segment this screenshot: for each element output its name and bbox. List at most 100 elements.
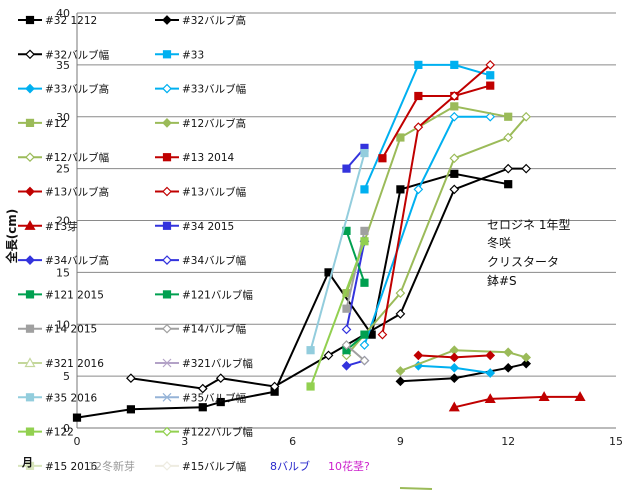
series-line bbox=[454, 395, 581, 409]
data-point bbox=[504, 112, 513, 121]
legend-label: #34 2015 bbox=[182, 221, 234, 233]
legend-label: #122バルブ幅 bbox=[182, 426, 253, 439]
data-point bbox=[414, 91, 423, 101]
y-tick-label: 5 bbox=[63, 370, 70, 383]
legend-item: #14バルブ幅 bbox=[155, 323, 246, 336]
legend-marker bbox=[162, 15, 172, 25]
series-line bbox=[309, 240, 366, 387]
legend-item: #34バルブ高 bbox=[18, 254, 109, 267]
legend-label: #14バルブ幅 bbox=[182, 323, 246, 336]
legend-item: #13 2014 bbox=[155, 152, 235, 164]
legend-marker bbox=[162, 323, 172, 334]
legend-label: #32 1212 bbox=[45, 15, 97, 27]
series-line bbox=[363, 63, 491, 190]
data-point bbox=[126, 373, 136, 384]
legend-item: #321 2016 bbox=[18, 357, 104, 370]
legend-marker bbox=[25, 15, 35, 25]
data-point bbox=[484, 393, 496, 404]
data-point bbox=[341, 340, 352, 350]
legend-marker bbox=[162, 461, 172, 471]
legend-item: #121 2015 bbox=[18, 289, 104, 301]
data-point bbox=[521, 111, 532, 122]
data-point bbox=[342, 164, 351, 173]
legend-marker bbox=[162, 186, 172, 197]
data-point bbox=[413, 350, 424, 361]
data-point bbox=[485, 350, 496, 361]
data-point bbox=[395, 376, 406, 387]
data-point bbox=[395, 288, 406, 298]
x-tick-label: 3 bbox=[181, 435, 188, 448]
series-13 bbox=[377, 60, 496, 340]
legend-item: #14 2015 bbox=[18, 324, 97, 336]
legend-marker bbox=[162, 290, 172, 299]
legend-label: #35バルブ幅 bbox=[182, 391, 246, 404]
legend-marker bbox=[162, 358, 172, 368]
legend-item: #15バルブ幅 bbox=[155, 460, 246, 473]
data-point bbox=[504, 180, 513, 189]
data-point bbox=[485, 60, 496, 70]
legend-marker bbox=[162, 255, 172, 265]
data-point bbox=[396, 133, 405, 142]
data-point bbox=[306, 382, 315, 391]
data-point bbox=[360, 278, 369, 287]
note-bulb: 8バルブ bbox=[270, 459, 310, 473]
cut-off-legend-line bbox=[399, 487, 433, 490]
data-point bbox=[521, 352, 532, 363]
series-33 bbox=[360, 60, 495, 194]
data-point bbox=[486, 71, 495, 80]
plot-area bbox=[72, 60, 586, 422]
annotation-line-3: クリスタータ bbox=[487, 255, 559, 269]
chart-annotation: セロジネ 1年型 冬咲 クリスタータ 鉢#S bbox=[487, 218, 570, 288]
x-tick-label: 0 bbox=[74, 435, 81, 448]
data-point bbox=[359, 340, 370, 350]
legend-label: #13バルブ高 bbox=[45, 186, 109, 199]
legend-marker bbox=[25, 427, 35, 436]
y-tick-label: 25 bbox=[56, 163, 70, 176]
data-point bbox=[126, 405, 136, 414]
series-32-1212 bbox=[72, 169, 513, 422]
legend-marker bbox=[162, 50, 172, 59]
legend-item: #35 2016 bbox=[18, 392, 98, 404]
annotation-line-4: 鉢#S bbox=[487, 274, 517, 288]
legend-item: #33 bbox=[155, 49, 204, 61]
legend-marker bbox=[162, 83, 172, 94]
data-point bbox=[360, 330, 369, 339]
legend-marker bbox=[25, 461, 35, 470]
data-point bbox=[395, 309, 406, 319]
legend-marker bbox=[162, 221, 172, 230]
series-12 bbox=[341, 111, 532, 361]
legend-item: #121バルブ幅 bbox=[155, 288, 253, 301]
data-point bbox=[503, 163, 514, 174]
legend-label: #321 2016 bbox=[45, 358, 104, 370]
legend-label: #35 2016 bbox=[45, 392, 98, 404]
legend-marker bbox=[25, 290, 35, 299]
series-line bbox=[345, 241, 366, 330]
tick-labels: 0 5 10 15 20 25 30 35 40 0 3 6 9 12 15 bbox=[56, 7, 623, 448]
data-point bbox=[342, 304, 351, 313]
data-point bbox=[215, 373, 226, 384]
data-point bbox=[503, 132, 514, 143]
data-point bbox=[395, 366, 406, 376]
data-point bbox=[360, 226, 369, 235]
annotation-line-1: セロジネ 1年型 bbox=[487, 218, 570, 232]
legend-item: #122バルブ幅 bbox=[155, 426, 253, 439]
legend-label: #321バルブ幅 bbox=[182, 357, 253, 370]
legend-item: #15 2016 bbox=[18, 461, 98, 473]
bottom-notes: 12冬新芽 8バルブ 10花茎? bbox=[88, 459, 370, 473]
legend-marker bbox=[24, 357, 36, 368]
series-line bbox=[400, 362, 527, 383]
legend-item: #33バルブ幅 bbox=[155, 83, 246, 96]
series-line bbox=[345, 344, 366, 362]
series-122 bbox=[306, 237, 369, 391]
data-point bbox=[413, 184, 424, 195]
y-tick-label: 35 bbox=[56, 59, 70, 72]
series-13 bbox=[448, 391, 586, 412]
data-point bbox=[449, 362, 460, 373]
legend-item: #12バルブ高 bbox=[155, 117, 246, 130]
legend-item: #12 bbox=[18, 118, 67, 130]
series-33 bbox=[413, 360, 496, 378]
legend-marker bbox=[25, 49, 35, 60]
data-point bbox=[396, 185, 405, 194]
data-point bbox=[450, 169, 459, 178]
series-35-2016 bbox=[306, 148, 369, 355]
